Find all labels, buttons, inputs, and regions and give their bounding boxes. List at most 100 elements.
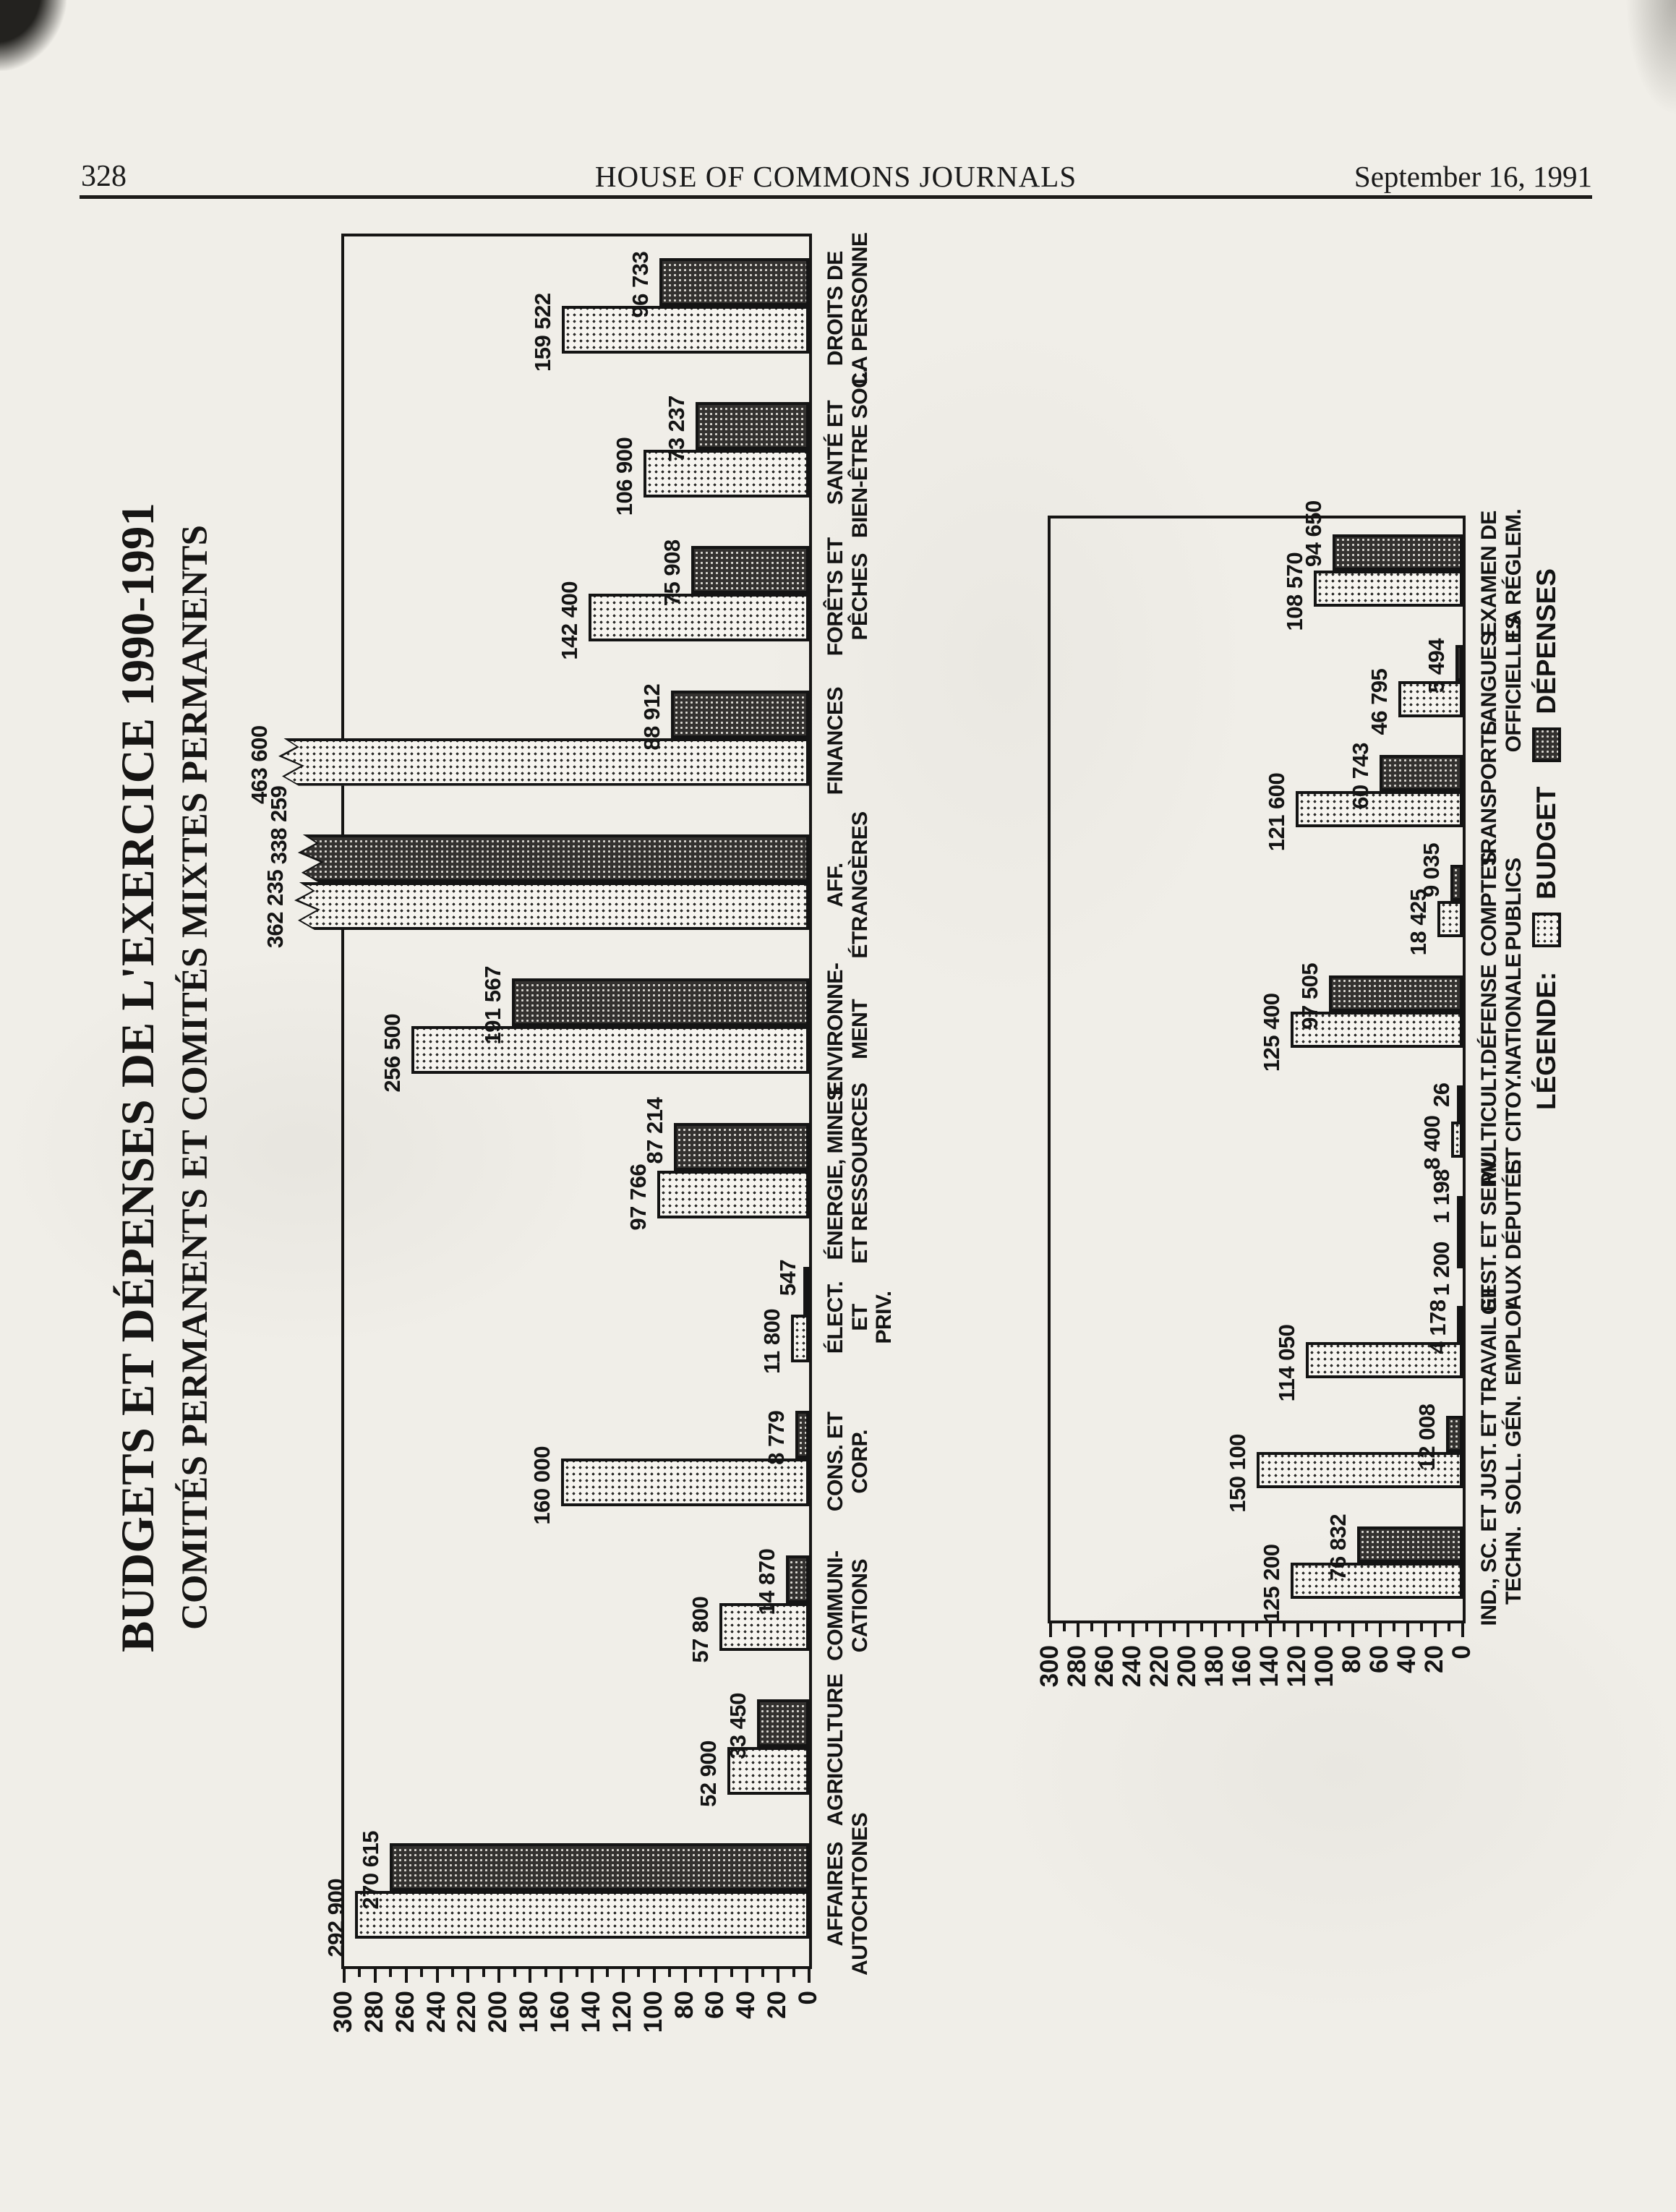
chart-1-value-label-budget-droits-de-la-personne: 159 522 — [530, 293, 555, 372]
break-zigzag — [276, 738, 305, 786]
chart-1-y-label-20: 20 — [763, 1991, 792, 2019]
chart-1-value-label-depenses-finances: 88 912 — [639, 683, 664, 751]
chart-1-value-label-budget-cons-et-corp: 160 000 — [529, 1446, 555, 1525]
chart-2-y-label-140: 140 — [1255, 1645, 1283, 1688]
chart-1-y-tick-150 — [575, 1969, 578, 1977]
chart-2-category-label-defense-nationale: DÉFENSE NATIONALE — [1477, 953, 1526, 1075]
chart-2-y-label-240: 240 — [1118, 1645, 1146, 1688]
chart-2-bar-depenses-examen-de-la-reglem — [1333, 534, 1463, 571]
page-header: 328 HOUSE OF COMMONS JOURNALS September … — [80, 153, 1592, 204]
legend-depenses-label: DÉPENSES — [1531, 568, 1561, 714]
chart-1-y-tick-230 — [451, 1969, 455, 1977]
chart-1-value-label-budget-aff-etrangeres: 362 235 — [262, 869, 288, 949]
chart-2-y-tick-90 — [1338, 1623, 1341, 1631]
chart-2-y-tick-210 — [1173, 1623, 1176, 1631]
chart-2-value-label-budget-multicult-et-citoy: 8 400 — [1419, 1115, 1445, 1170]
chart-1-y-label-260: 260 — [390, 1991, 419, 2033]
chart-2-y-tick-190 — [1200, 1623, 1203, 1631]
chart-1-value-label-budget-elect-et-priv: 11 800 — [759, 1308, 784, 1375]
chart-2-y-label-40: 40 — [1393, 1645, 1421, 1673]
chart-2-value-label-depenses-langues-officielles: 5 494 — [1424, 639, 1449, 693]
chart-1-y-label-80: 80 — [670, 1991, 698, 2019]
chart-2-bar-depenses-gest-et-serv-aux-deputes — [1457, 1195, 1463, 1232]
chart-1-category-label-affaires-autochtones: AFFAIRES AUTOCHTONES — [824, 1812, 872, 1976]
chart-2-y-tick-250 — [1118, 1623, 1121, 1631]
chart-2-y-tick-240 — [1132, 1623, 1134, 1637]
chart-2-value-label-budget-langues-officielles: 46 795 — [1367, 668, 1392, 735]
chart-2-y-tick-200 — [1187, 1623, 1189, 1637]
chart-1-value-label-budget-environne-ment: 256 500 — [380, 1014, 405, 1093]
chart-1-y-label-120: 120 — [607, 1991, 636, 2033]
chart-1-value-label-depenses-droits-de-la-personne: 96 733 — [628, 251, 653, 318]
chart-2-y-label-200: 200 — [1173, 1645, 1201, 1688]
chart-2-value-label-budget-gest-et-serv-aux-deputes: 1 200 — [1429, 1242, 1454, 1297]
chart-1-value-label-depenses-sante-et-bien-etre-soc: 73 237 — [664, 396, 689, 462]
chart-2-y-label-260: 260 — [1090, 1645, 1119, 1688]
chart-2-y-tick-0 — [1461, 1623, 1464, 1637]
chart-1-bar-depenses-communi-cations — [786, 1555, 809, 1603]
chart-1-y-tick-110 — [637, 1969, 641, 1977]
chart-2-y-label-220: 220 — [1145, 1645, 1173, 1688]
page-number: 328 — [81, 160, 127, 193]
bar-chart-figure: BUDGETS ET DÉPENSES DE L'EXERCICE 1990-1… — [101, 217, 1641, 2111]
chart-1-bar-budget-environne-ment — [411, 1026, 809, 1075]
chart-1-y-tick-290 — [358, 1969, 362, 1977]
chart-2-bar-depenses-ind-sc-et-techn — [1357, 1526, 1463, 1563]
chart-1-y-label-220: 220 — [453, 1991, 482, 2033]
chart-1-y-label-240: 240 — [422, 1991, 450, 2033]
chart-1-bar-depenses-finances — [671, 690, 809, 738]
chart-1-value-label-depenses-forets-et-peches: 75 908 — [659, 539, 685, 607]
chart-1-category-label-sante-et-bien-etre-soc: SANTÉ ET BIEN-ÊTRE SOC. — [824, 367, 872, 539]
chart-1-category-label-finances: FINANCES — [824, 687, 847, 795]
chart-2-y-tick-60 — [1379, 1623, 1382, 1637]
chart-1-bar-depenses-aff-etrangeres — [298, 834, 809, 882]
chart-1-y-tick-190 — [513, 1969, 516, 1977]
chart-2-y-label-0: 0 — [1448, 1645, 1476, 1660]
chart-1-bar-budget-elect-et-priv — [791, 1315, 809, 1362]
chart-2-bar-budget-gest-et-serv-aux-deputes — [1457, 1231, 1463, 1268]
chart-1-category-label-environne-ment: ENVIRONNE- MENT — [824, 962, 872, 1096]
chart-2-value-label-budget-ind-sc-et-techn: 125 200 — [1259, 1544, 1284, 1623]
chart-2-value-label-depenses-ind-sc-et-techn: 76 832 — [1325, 1513, 1351, 1581]
chart-1-y-tick-260 — [404, 1969, 408, 1983]
chart-1-y-tick-90 — [668, 1969, 672, 1977]
chart-1-y-tick-160 — [560, 1969, 563, 1983]
rotated-figure-wrapper: BUDGETS ET DÉPENSES DE L'EXERCICE 1990-1… — [101, 217, 1641, 2111]
chart-1-value-label-depenses-environne-ment: 191 567 — [480, 966, 505, 1045]
chart-1-y-tick-200 — [497, 1969, 501, 1983]
chart-2-bar-depenses-just-et-soll-gen — [1446, 1416, 1463, 1453]
chart-1-bar-depenses-cons-et-corp — [795, 1411, 809, 1459]
chart-2-y-tick-100 — [1324, 1623, 1327, 1637]
chart-1-category-label-energie-mines-et-ressources: ÉNERGIE, MINES ET RESSOURCES — [824, 1082, 872, 1264]
chart-1-value-label-depenses-elect-et-priv: 547 — [775, 1259, 800, 1297]
figure-title-line1: BUDGETS ET DÉPENSES DE L'EXERCICE 1990-1… — [112, 503, 164, 1652]
chart-2-bar-budget-transports — [1296, 791, 1463, 827]
chart-1-y-label-160: 160 — [546, 1991, 575, 2033]
figure-title-line2: COMITÉS PERMANENTS ET COMITÉS MIXTES PER… — [175, 525, 215, 1630]
chart-2-category-label-just-et-soll-gen: JUST. ET SOLL. GÉN. — [1477, 1395, 1526, 1515]
chart-2-value-label-budget-comptes-publics: 18 425 — [1406, 889, 1431, 956]
chart-1-y-label-0: 0 — [794, 1991, 822, 2005]
chart-2-y-label-180: 180 — [1200, 1645, 1228, 1688]
chart-2-bar-depenses-travail-et-emploi — [1457, 1306, 1463, 1342]
chart-1-y-label-180: 180 — [515, 1991, 544, 2033]
chart-2-y-label-120: 120 — [1283, 1645, 1311, 1688]
chart-1-y-tick-120 — [621, 1969, 625, 1983]
chart-2-plot-box — [1048, 516, 1466, 1623]
chart-2-y-tick-290 — [1063, 1623, 1066, 1631]
legend-budget-label: BUDGET — [1531, 786, 1561, 900]
chart-2-bar-budget-multicult-et-citoy — [1451, 1122, 1463, 1158]
chart-1-bar-budget-energie-mines-et-ressources — [657, 1170, 809, 1218]
chart-2-value-label-depenses-travail-et-emploi: 4 178 — [1425, 1299, 1450, 1354]
chart-1-category-label-elect-et-priv: ÉLECT. ET PRIV. — [824, 1281, 897, 1354]
chart-2-y-tick-80 — [1351, 1623, 1354, 1637]
chart-2-bar-depenses-multicult-et-citoy — [1457, 1085, 1463, 1122]
scan-edge-shade — [1625, 0, 1676, 116]
chart-2-y-label-80: 80 — [1338, 1645, 1366, 1673]
chart-1-y-tick-130 — [606, 1969, 610, 1977]
legend-swatch-budget — [1532, 912, 1561, 947]
chart-1-y-tick-40 — [745, 1969, 749, 1983]
chart-1-bar-budget-forets-et-peches — [589, 594, 809, 642]
chart-2-y-tick-170 — [1228, 1623, 1231, 1631]
